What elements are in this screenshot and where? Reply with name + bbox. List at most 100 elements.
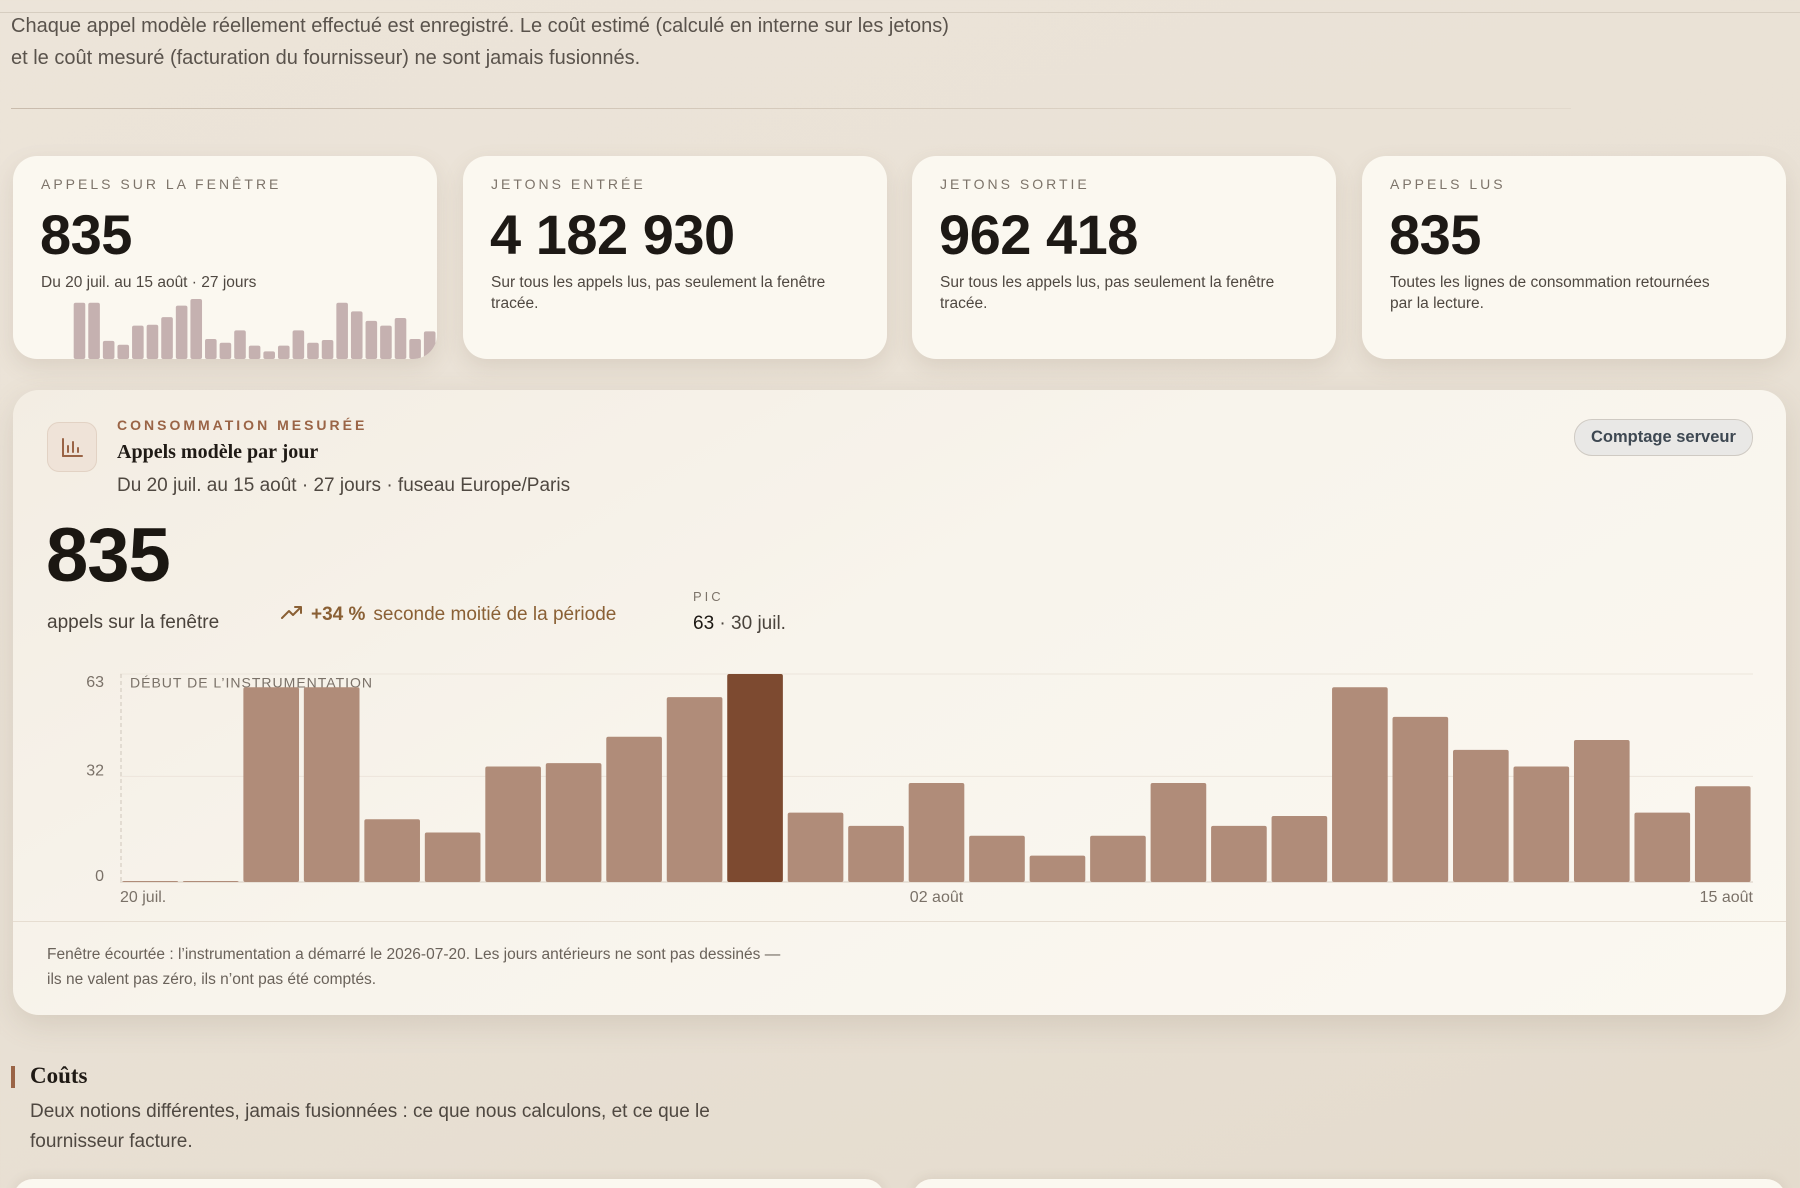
peak: 63 · 30 juil.: [693, 613, 786, 635]
bar: [969, 835, 1025, 882]
kpi-card: JETONS SORTIE 962 418 Sur tous les appel…: [912, 156, 1336, 359]
divider: [11, 108, 1571, 109]
x-tick-label: 02 août: [910, 889, 964, 906]
sparkline-bar: [423, 331, 436, 359]
card-subtitle: Du 20 juil. au 15 août · 27 jours · fuse…: [117, 475, 571, 496]
kpi-card: APPELS LUS 835 Toutes les lignes de cons…: [1362, 156, 1786, 359]
bar: [666, 697, 723, 882]
bar: [364, 819, 420, 882]
kpi-value: 835: [40, 203, 132, 266]
kpi-note: Du 20 juil. au 15 août · 27 jours: [41, 274, 257, 291]
kpi-label: APPELS LUS: [1390, 176, 1506, 192]
kpi-note: Sur tous les appels lus, pas seulement l…: [940, 274, 1275, 312]
sparkline-bar: [292, 330, 305, 359]
sparkline-bar: [88, 302, 100, 359]
bar: [303, 687, 360, 882]
sparkline-bar: [307, 342, 319, 359]
trend-value: +34 %: [311, 604, 366, 625]
bar-chart: 0 32 63 DÉBUT DE L’INSTRUMENTATION 20 juil. 0…: [86, 673, 1754, 906]
top-border: [0, 0, 1800, 13]
bar: [122, 881, 179, 882]
sparkline-bar: [219, 342, 232, 359]
sparkline-bar: [350, 311, 363, 359]
sparkline-bar: [321, 339, 334, 359]
bar: [485, 766, 541, 882]
kpi-card: JETONS ENTRÉE 4 182 930 Sur tous les app…: [463, 156, 887, 359]
section-marker: [11, 1066, 15, 1088]
kpi-label: JETONS SORTIE: [940, 176, 1090, 192]
x-tick-label: 20 juil.: [120, 889, 166, 906]
bar: [1090, 835, 1146, 882]
sparkline-bar: [132, 325, 144, 359]
bar: [908, 782, 965, 882]
bar: [1694, 786, 1751, 882]
bar: [1332, 687, 1388, 882]
kpi-note: Sur tous les appels lus, pas seulement l…: [491, 274, 826, 312]
bar: [243, 687, 300, 882]
sparkline-bar: [248, 345, 261, 359]
kpi-value: 962 418: [939, 203, 1138, 266]
total-value: 835: [46, 513, 171, 598]
bar: [1150, 782, 1207, 882]
trend-label: seconde moitié de la période: [373, 604, 617, 625]
bar: [1453, 749, 1509, 882]
chart-icon: [47, 422, 97, 472]
sparkline-bar: [409, 339, 421, 359]
footnote: Fenêtre écourtée : l’instrumentation a d…: [47, 946, 781, 988]
bar: [424, 832, 481, 882]
sparkline-bar: [102, 340, 115, 359]
sparkline-bar: [161, 317, 173, 359]
peak-label: PIC: [693, 589, 724, 604]
sparkline-bar: [73, 302, 86, 359]
bar: [787, 812, 844, 882]
sparkline-bar: [365, 320, 378, 359]
sparkline-bar: [175, 305, 188, 359]
bar: [545, 763, 602, 882]
bar: [1513, 766, 1570, 882]
intro-text: Chaque appel modèle réellement effectué …: [11, 15, 949, 69]
eyebrow: CONSOMMATION MESURÉE: [117, 417, 368, 433]
trend-icon: [281, 606, 302, 619]
kpi-value: 4 182 930: [490, 203, 735, 266]
sparkline: [73, 299, 436, 359]
x-tick-label: 15 août: [1700, 889, 1754, 906]
bar: [1392, 716, 1449, 882]
badge: Comptage serveur: [1574, 419, 1753, 456]
usage-card: 0 32 63 DÉBUT DE L’INSTRUMENTATION 20 juil. 0…: [13, 390, 1786, 1015]
section-title: Coûts: [30, 1063, 88, 1088]
bar: [848, 825, 904, 882]
kpi-label: JETONS ENTRÉE: [491, 176, 646, 192]
sparkline-bar: [146, 324, 159, 359]
total-label: appels sur la fenêtre: [47, 612, 220, 633]
bar: [1634, 812, 1691, 882]
peak-date: · 30 juil.: [719, 613, 786, 634]
bar: [1211, 825, 1267, 882]
sparkline-bar: [380, 325, 392, 359]
sparkline-bar: [277, 345, 290, 359]
y-tick-label: 63: [86, 674, 104, 691]
bar: [1029, 855, 1086, 882]
card-title: Appels modèle par jour: [117, 441, 319, 463]
bar: [727, 674, 783, 882]
kpi-card: APPELS SUR LA FENÊTRE 835 Du 20 juil. au…: [13, 156, 437, 359]
kpi-value: 835: [1389, 203, 1481, 266]
kpi-label: APPELS SUR LA FENÊTRE: [41, 176, 282, 192]
sparkline-bar: [205, 339, 217, 359]
sparkline-bar: [263, 351, 275, 359]
sparkline-bar: [394, 318, 407, 359]
icon-glyph: [62, 438, 83, 457]
bar: [1573, 740, 1630, 882]
sparkline-bar: [190, 299, 203, 359]
bar: [1271, 815, 1328, 882]
separator: [13, 921, 1786, 922]
section-text: Deux notions différentes, jamais fusionn…: [30, 1101, 710, 1152]
sparkline-bar: [234, 330, 246, 359]
bar: [182, 881, 239, 882]
cost-card: [13, 1179, 885, 1188]
sparkline-bar: [336, 302, 348, 359]
cost-card: [912, 1179, 1786, 1188]
annotation: DÉBUT DE L’INSTRUMENTATION: [130, 675, 373, 691]
y-tick-label: 32: [86, 763, 104, 780]
sparkline-bar: [117, 344, 130, 359]
